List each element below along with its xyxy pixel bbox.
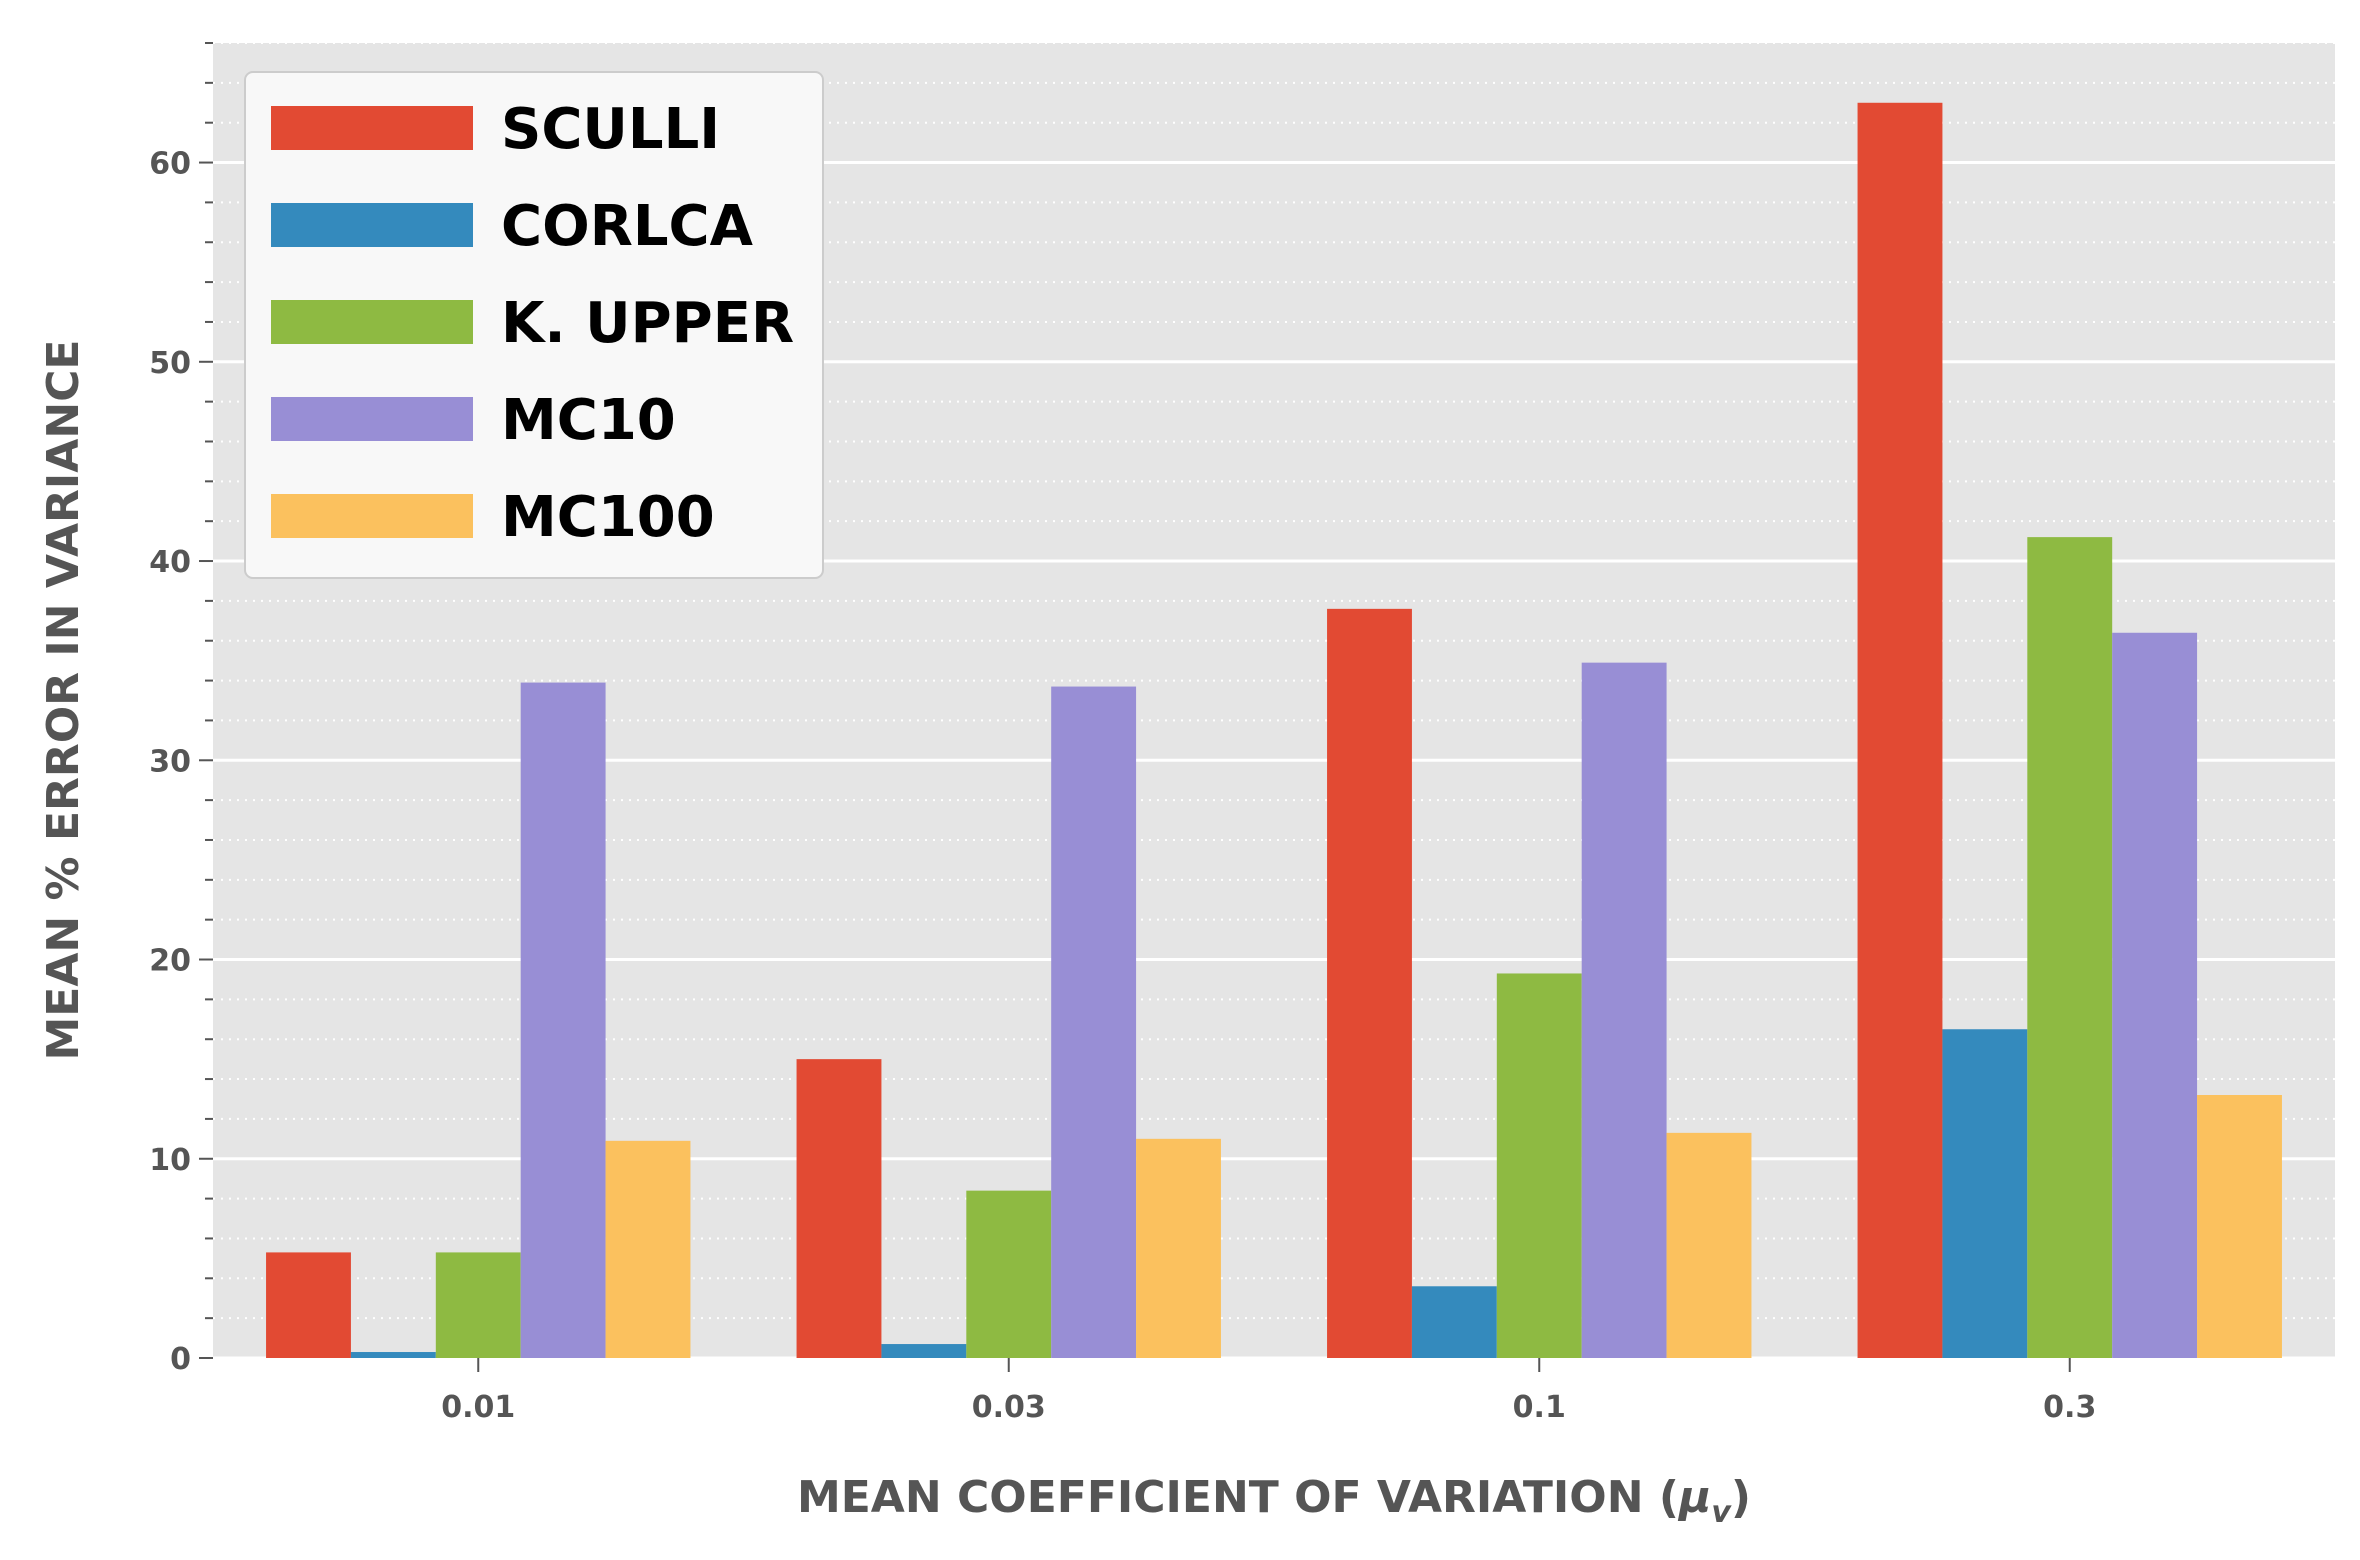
bar-corlca-0.03 <box>881 1344 967 1358</box>
bars <box>266 102 2282 1359</box>
legend-swatch <box>271 300 473 344</box>
bar-mc10-0.03 <box>1051 686 1137 1358</box>
bar-sculli-0.1 <box>1327 608 1412 1358</box>
y-tick-label: 30 <box>149 744 191 779</box>
bar-corlca-0.01 <box>350 1352 436 1358</box>
bar-mc10-0.3 <box>2112 632 2198 1358</box>
x-tick-label: 0.03 <box>972 1390 1046 1425</box>
bar-mc10-0.01 <box>520 682 606 1358</box>
bar-mc100-0.3 <box>2197 1095 2282 1358</box>
legend-swatch <box>271 106 473 150</box>
x-tick-label: 0.01 <box>441 1390 515 1425</box>
legend-swatch <box>271 203 473 247</box>
legend-label: MC100 <box>501 485 715 550</box>
y-tick-label: 40 <box>149 545 191 580</box>
bar-sculli-0.01 <box>266 1252 351 1358</box>
legend: SCULLI CORLCA K. UPPER MC10 MC100 <box>244 71 824 579</box>
legend-label: MC10 <box>501 388 676 453</box>
bar-corlca-0.3 <box>1942 1029 2028 1358</box>
x-tick-label: 0.1 <box>1513 1390 1566 1425</box>
y-tick-label: 10 <box>149 1143 191 1178</box>
bar-k-upper-0.01 <box>435 1252 521 1358</box>
legend-box <box>244 71 824 579</box>
bar-k-upper-0.3 <box>2027 537 2113 1358</box>
x-tick-label: 0.3 <box>2043 1390 2096 1425</box>
y-tick-label: 60 <box>149 147 191 182</box>
y-tick-label: 20 <box>149 944 191 979</box>
x-axis-title: MEAN COEFFICIENT OF VARIATION (μv) <box>797 1472 1751 1530</box>
y-axis-title: MEAN % ERROR IN VARIANCE <box>38 340 89 1061</box>
legend-label: K. UPPER <box>501 291 794 356</box>
y-tick-label: 50 <box>149 346 191 381</box>
legend-swatch <box>271 494 473 538</box>
bar-k-upper-0.1 <box>1496 973 1582 1358</box>
bar-mc100-0.1 <box>1666 1132 1752 1358</box>
bar-sculli-0.03 <box>796 1059 882 1358</box>
legend-swatch <box>271 397 473 441</box>
y-tick-label: 0 <box>170 1342 191 1377</box>
legend-label: CORLCA <box>501 194 754 259</box>
bar-sculli-0.3 <box>1857 102 1943 1359</box>
bar-corlca-0.1 <box>1411 1286 1497 1358</box>
legend-label: SCULLI <box>501 97 720 162</box>
bar-mc10-0.1 <box>1581 662 1667 1358</box>
axis-ticks: 0 10 20 30 40 50 60 0.01 0.03 0.1 0.3 <box>149 42 2096 1425</box>
bar-mc100-0.03 <box>1136 1138 1221 1358</box>
bar-k-upper-0.03 <box>966 1190 1052 1358</box>
bar-mc100-0.01 <box>605 1140 691 1358</box>
